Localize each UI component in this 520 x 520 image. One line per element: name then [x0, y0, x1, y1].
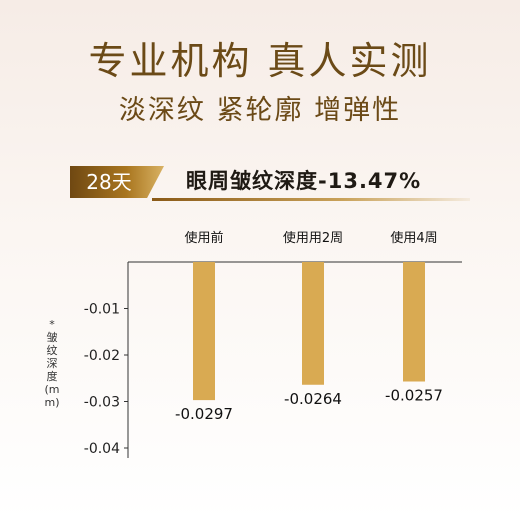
value-label: -0.0297 — [175, 405, 233, 423]
duration-badge — [70, 166, 164, 198]
y-tick-label: -0.02 — [84, 348, 120, 364]
y-tick-label: -0.03 — [84, 395, 120, 411]
value-label: -0.0264 — [284, 390, 342, 408]
category-label: 使用前 — [184, 230, 223, 246]
duration-label: 28天 — [86, 170, 132, 194]
page-subtitle: 淡深纹 紧轮廓 增弹性 — [118, 95, 402, 126]
y-tick-label: -0.04 — [84, 441, 120, 457]
category-label: 使用4周 — [390, 230, 437, 246]
metric-text: 眼周皱纹深度-13.47% — [186, 169, 422, 193]
category-label: 使用用2周 — [283, 230, 343, 246]
value-label: -0.0257 — [385, 387, 443, 405]
y-tick-label: -0.01 — [84, 302, 120, 318]
y-axis-label: *皱纹深度(mm) — [44, 318, 60, 409]
page-title: 专业机构 真人实测 — [88, 39, 432, 83]
bar — [403, 262, 425, 382]
bar — [302, 262, 324, 385]
metric-underline — [152, 198, 470, 201]
bar — [193, 262, 215, 401]
